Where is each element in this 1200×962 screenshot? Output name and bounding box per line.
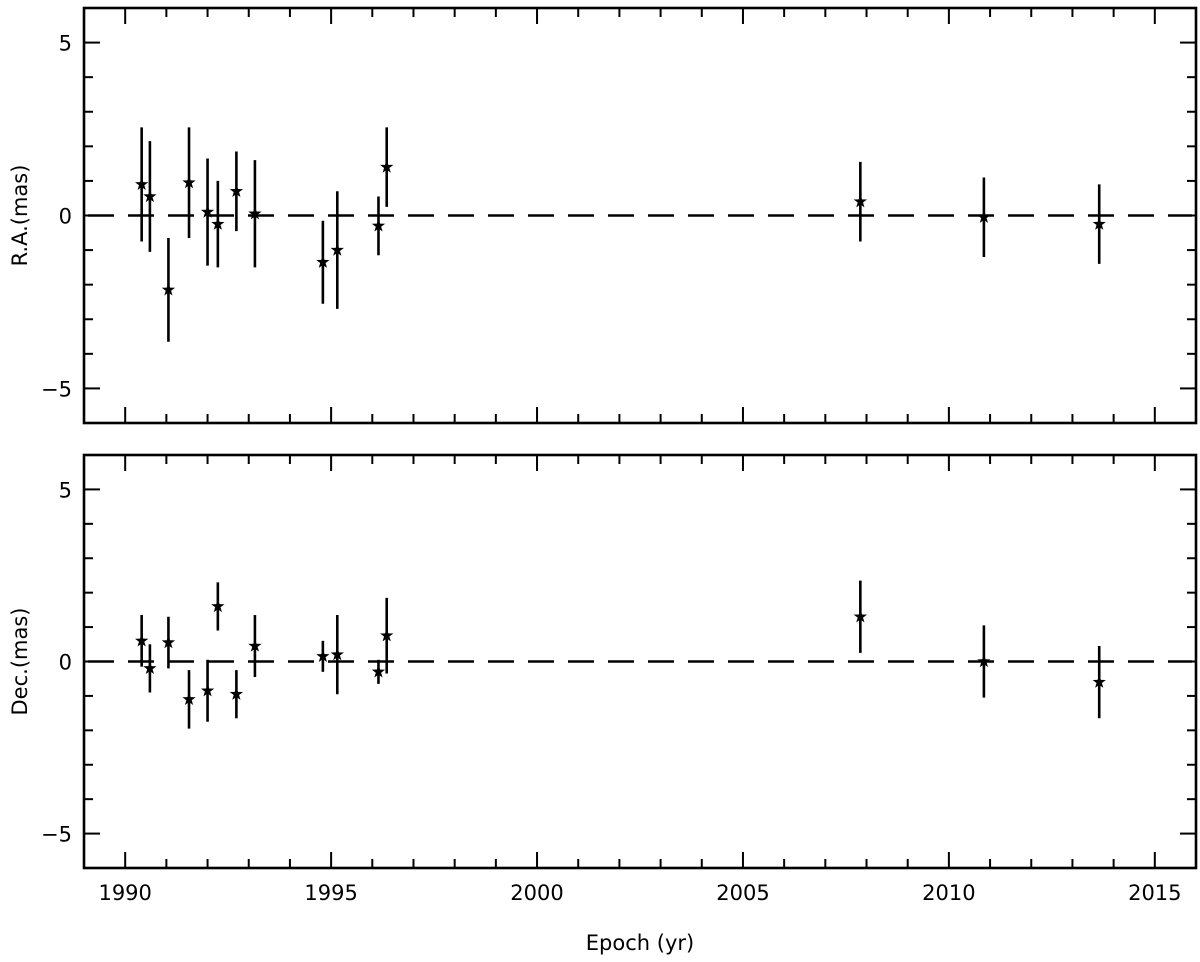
ra-data-point [211, 217, 225, 230]
dec-y-tick-label: 0 [59, 651, 72, 675]
ra-data-point [143, 189, 157, 203]
ra-data-point [1092, 217, 1106, 230]
dec-data-point [977, 654, 991, 668]
dec-panel: −5 0 5 1990 1995 2000 2005 2010 2015 [41, 453, 1198, 905]
ra-data-point [248, 206, 262, 220]
x-tick-label: 1995 [304, 881, 357, 905]
ra-data-point [229, 184, 244, 197]
dec-data-point [316, 649, 330, 662]
dec-data-point [229, 687, 244, 700]
dec-data-point [853, 609, 867, 623]
dec-data-point [330, 647, 344, 661]
dec-data-point [182, 692, 196, 706]
x-axis-label: Epoch (yr) [586, 931, 694, 955]
ra-y-tick-label: −5 [41, 377, 72, 401]
dec-data-point [380, 628, 394, 642]
ra-y-tick-label: 0 [59, 205, 72, 229]
ra-data-point [977, 210, 991, 223]
ra-data-point [853, 194, 867, 208]
x-tick-label: 2010 [922, 881, 975, 905]
ra-data-point [200, 205, 215, 218]
ra-data-point [316, 255, 330, 268]
ra-data-point [330, 243, 344, 256]
dec-data-point [135, 633, 149, 647]
ra-data-point [380, 160, 394, 173]
x-tick-label: 1990 [98, 881, 151, 905]
ra-data-point [161, 282, 176, 296]
dec-data-point [371, 664, 386, 678]
ra-panel: −5 0 5 [41, 6, 1198, 425]
dec-data-point [1092, 675, 1106, 688]
dec-data-point [161, 635, 176, 649]
dec-data-point [200, 683, 215, 697]
ra-data-point [182, 175, 196, 189]
ra-y-tick-label: 5 [59, 32, 72, 56]
dec-y-tick-label: −5 [41, 823, 72, 847]
dec-data-point [248, 639, 262, 652]
dec-data-point [143, 661, 157, 675]
dec-y-axis-label: Dec.(mas) [8, 608, 32, 716]
dec-data-point [211, 599, 225, 613]
ra-data-point [135, 177, 149, 191]
x-tick-label: 2000 [510, 881, 563, 905]
x-tick-label: 2005 [716, 881, 769, 905]
x-tick-label: 2015 [1128, 881, 1181, 905]
dec-y-tick-label: 5 [59, 478, 72, 502]
ra-y-axis-label: R.A.(mas) [8, 165, 32, 267]
ra-data-point [371, 218, 386, 232]
